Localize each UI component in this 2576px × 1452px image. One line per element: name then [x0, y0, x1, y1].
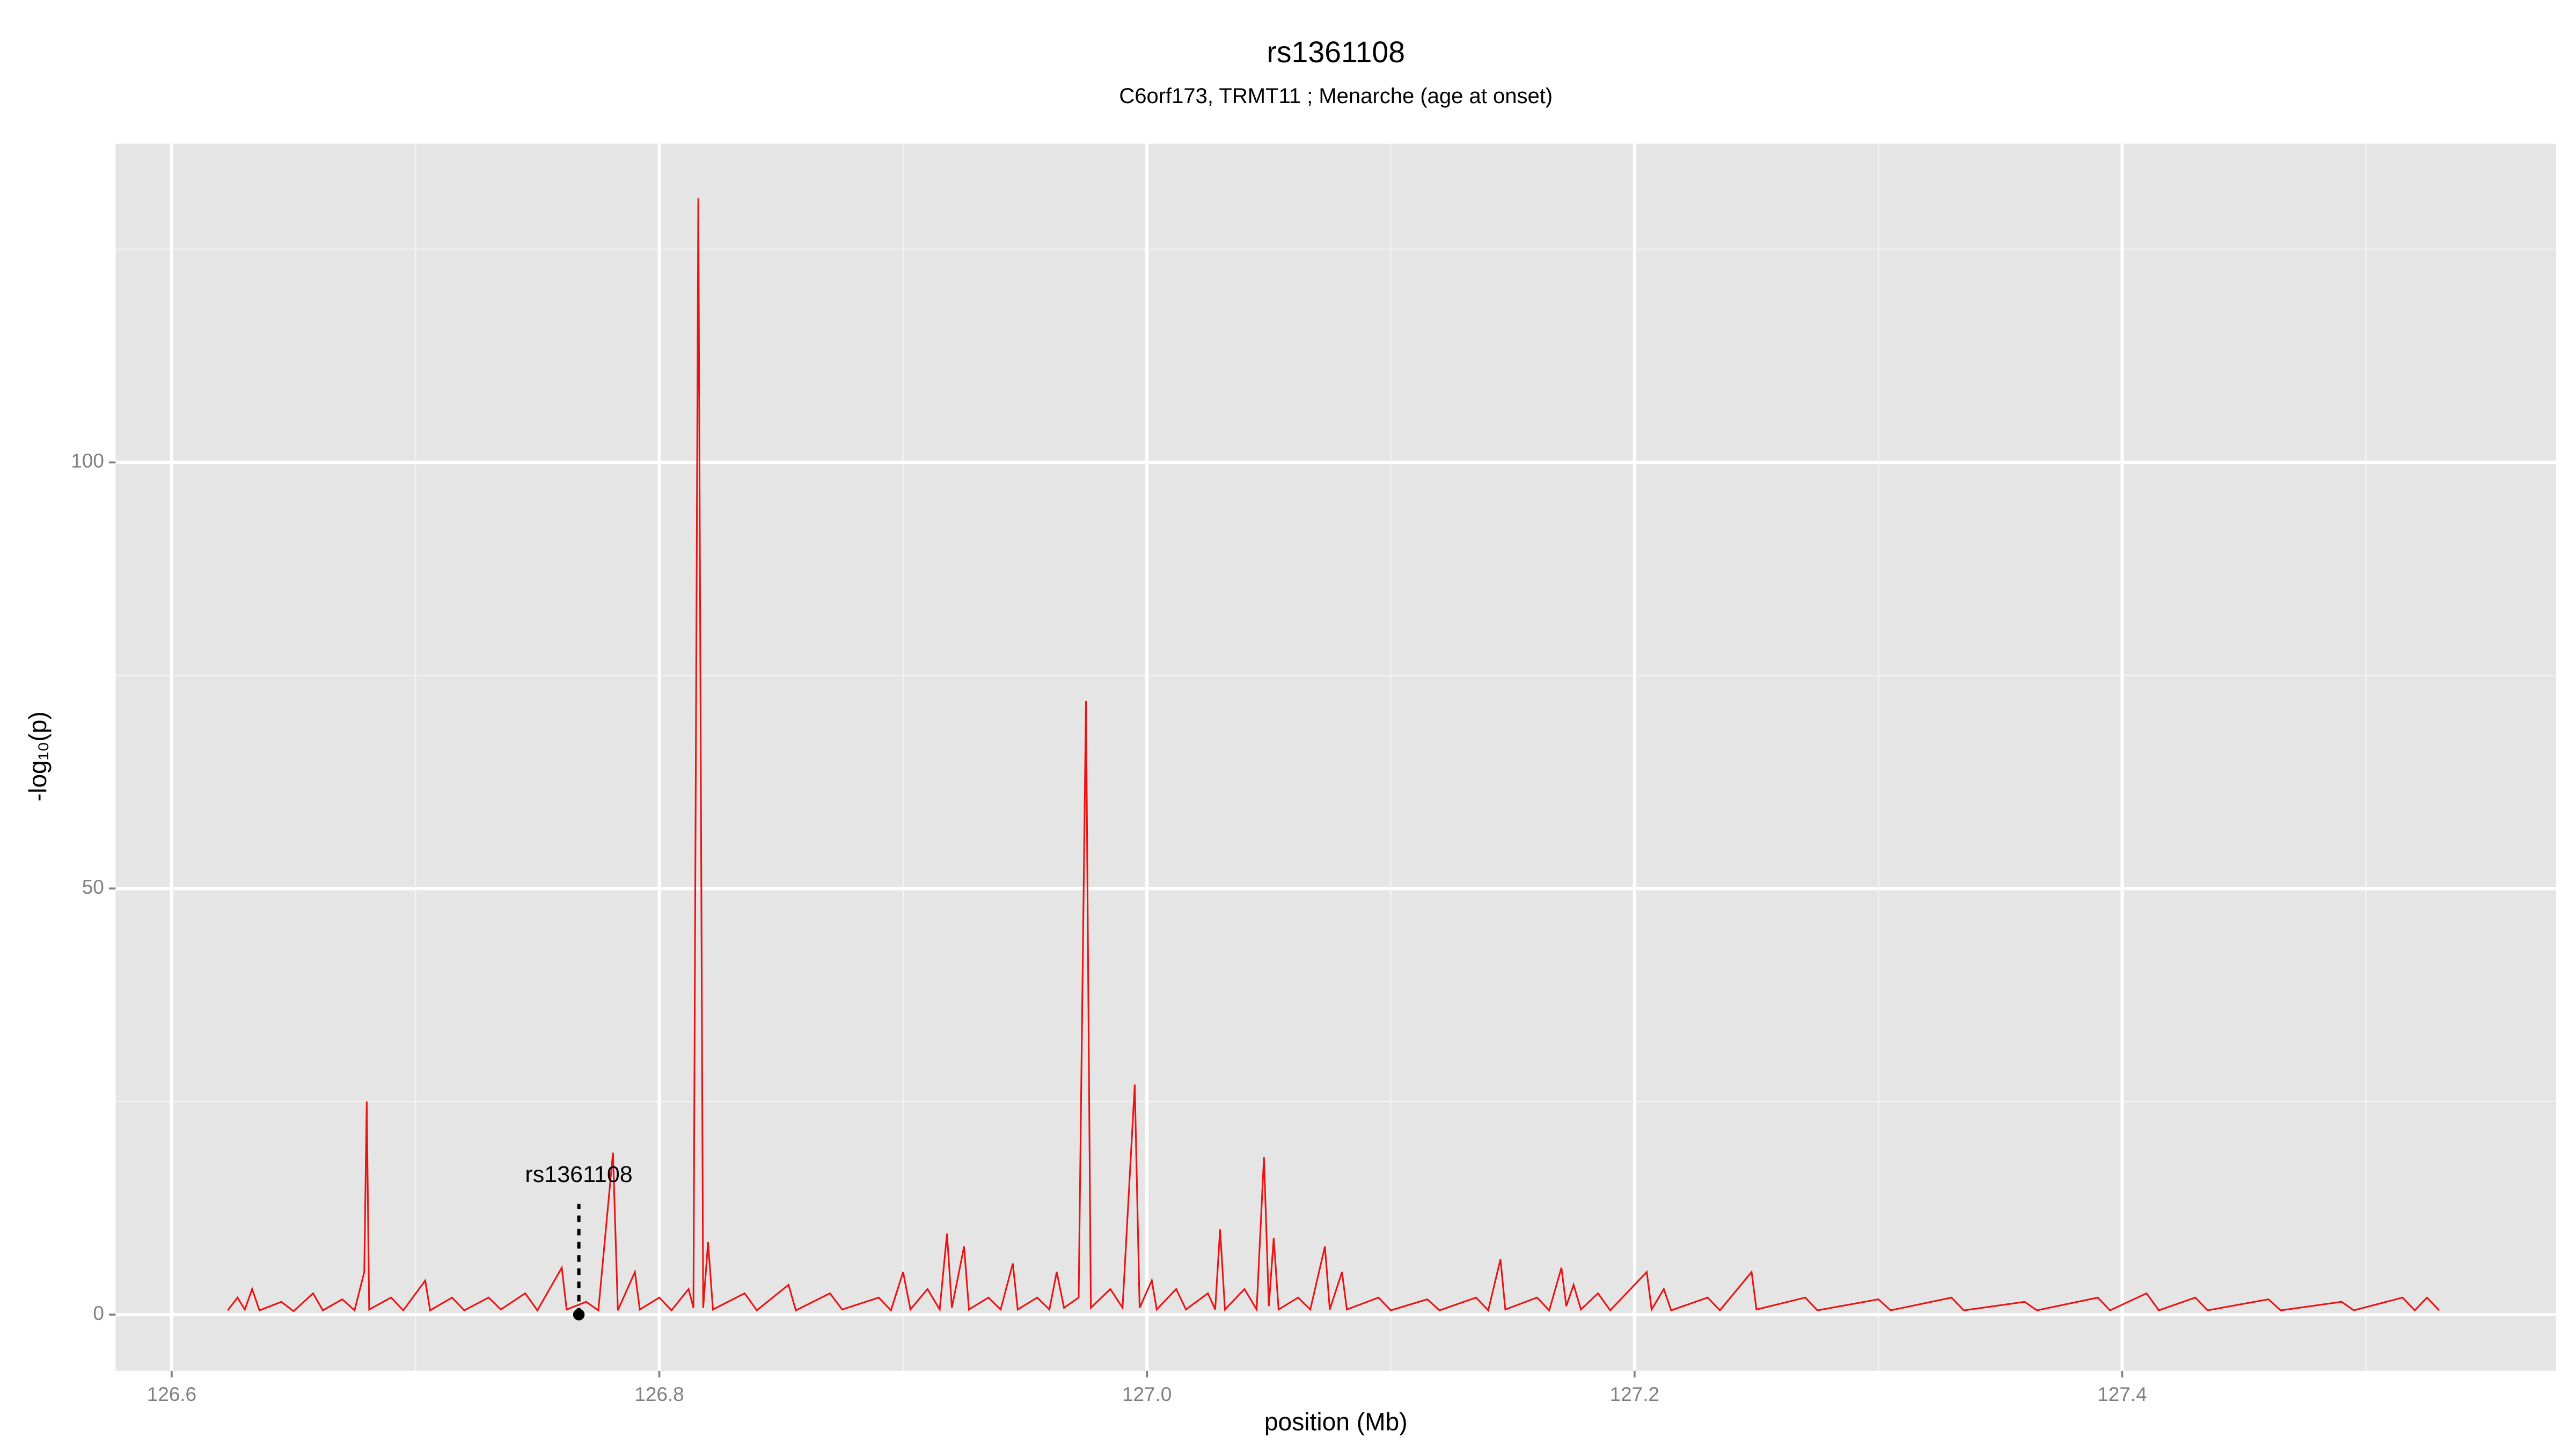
- y-axis-label: -log₁₀(p): [24, 711, 52, 801]
- annotation-point: [573, 1309, 585, 1320]
- chart-subtitle: C6orf173, TRMT11 ; Menarche (age at onse…: [1119, 84, 1553, 108]
- y-tick-label: 100: [71, 450, 104, 472]
- data-line: [227, 198, 2440, 1312]
- x-tick-label: 127.0: [1122, 1383, 1172, 1405]
- annotation-label: rs1361108: [525, 1162, 632, 1187]
- x-tick-label: 127.2: [1610, 1383, 1659, 1405]
- x-tick-label: 126.8: [634, 1383, 684, 1405]
- plot-panel: [115, 143, 2557, 1371]
- x-tick-label: 126.6: [147, 1383, 196, 1405]
- chart-title: rs1361108: [1267, 35, 1405, 69]
- y-tick-label: 0: [93, 1302, 104, 1324]
- y-tick-label: 50: [82, 876, 104, 898]
- x-tick-label: 127.4: [2097, 1383, 2147, 1405]
- x-axis-label: position (Mb): [1264, 1407, 1408, 1435]
